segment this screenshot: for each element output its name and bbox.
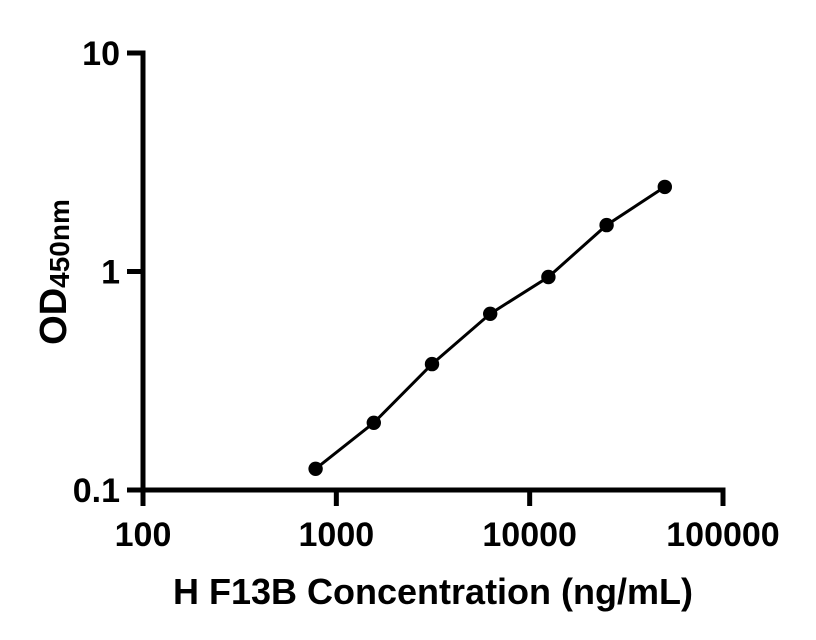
data-point-marker (541, 269, 556, 285)
data-point-marker (483, 306, 498, 321)
data-point-marker (657, 179, 672, 195)
y-axis-tick-label: 1 (101, 254, 120, 292)
y-axis-tick-label: 0.1 (73, 472, 120, 510)
y-axis-title: OD450nm (33, 199, 75, 345)
x-axis-title: H F13B Concentration (ng/mL) (173, 571, 693, 612)
axes-layer: 100 1000 10000 100000 0.1 1 10 (73, 35, 780, 554)
data-point-marker (308, 461, 323, 476)
y-axis-title-main: OD (33, 288, 75, 345)
x-axis-tick-label: 1000 (299, 516, 375, 554)
data-point-marker (366, 415, 381, 430)
x-axis-tick-label: 100000 (666, 516, 779, 554)
y-axis-tick-label: 10 (82, 35, 120, 73)
data-point-marker (599, 217, 614, 233)
x-axis-tick-label: 10000 (482, 516, 577, 554)
data-point-marker (424, 356, 440, 372)
series-layer (308, 179, 672, 476)
y-axis-title-subscript: 450nm (44, 199, 75, 288)
x-axis-tick-label: 100 (115, 516, 172, 554)
